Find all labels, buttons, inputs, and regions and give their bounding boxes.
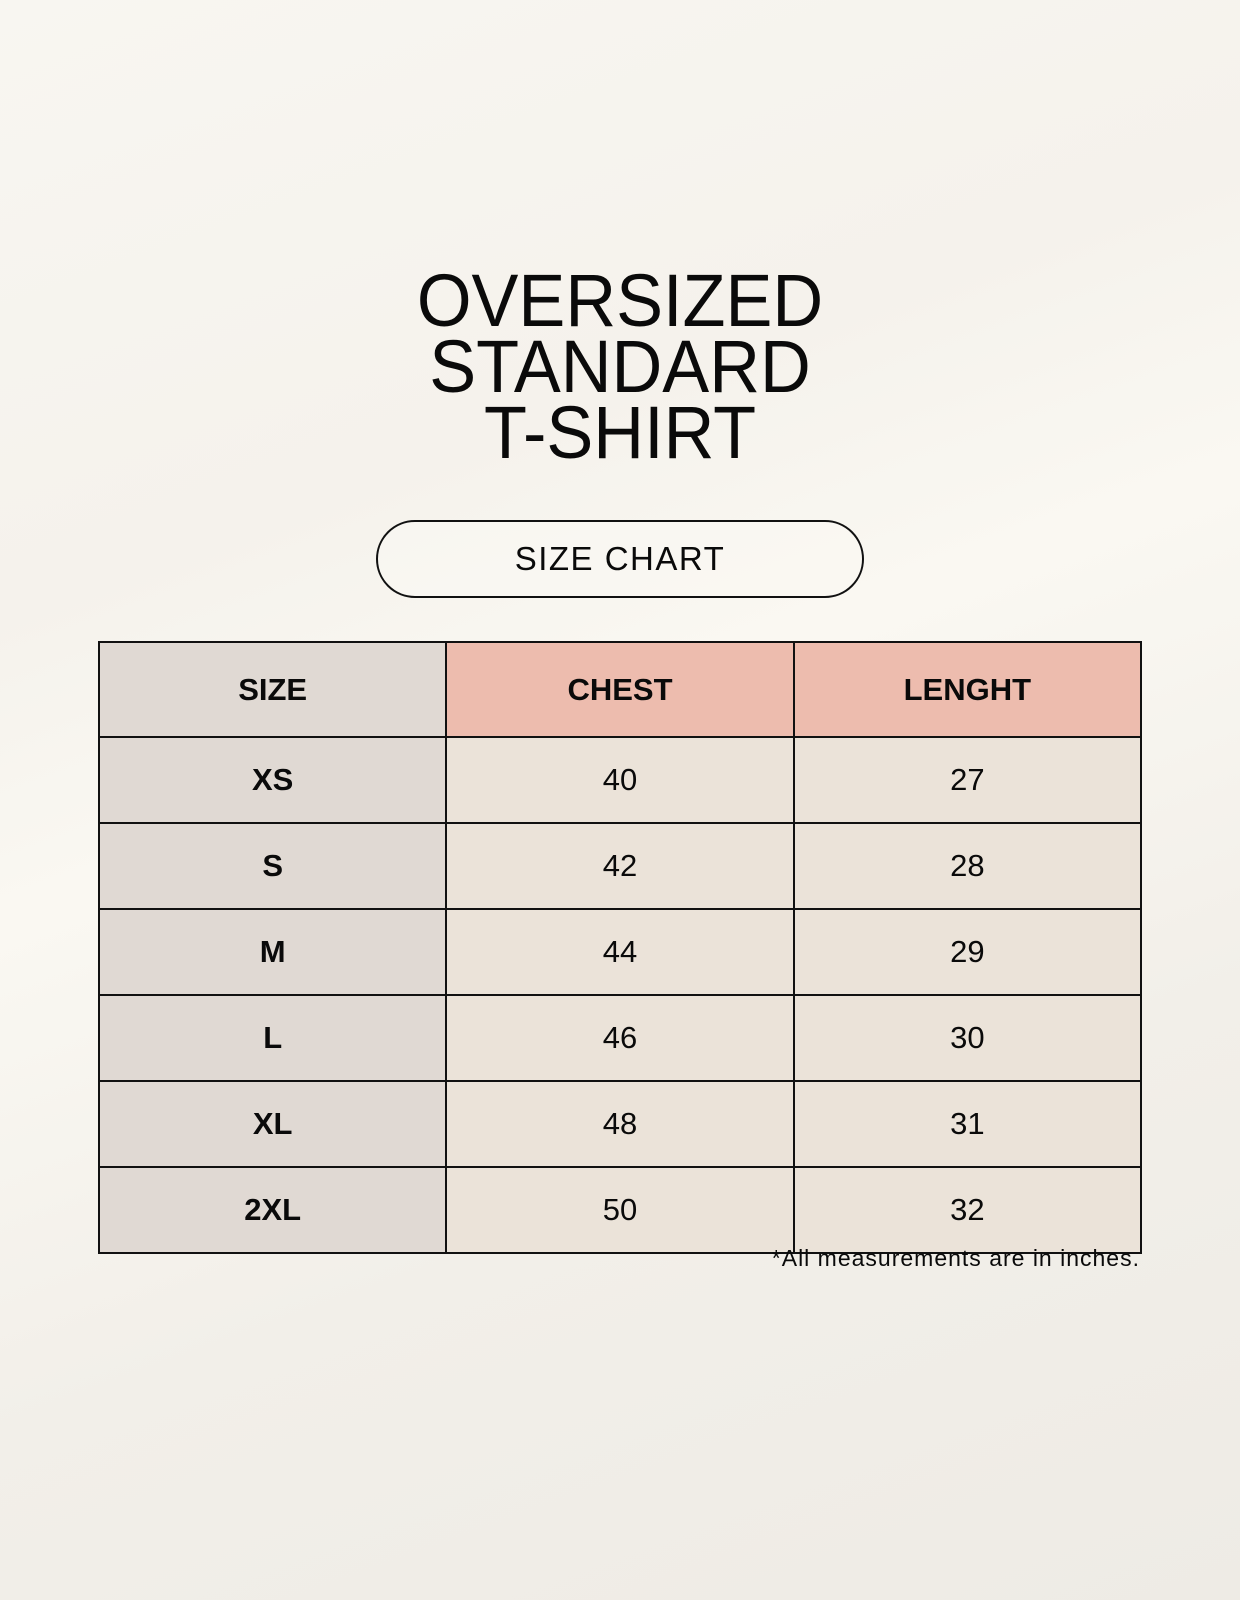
size-table: SIZE CHEST LENGHT XS 40 27 S 42 28 M 44 29 L 46 30 X… [97,641,1143,1254]
footnote: *All measurements are in inches. [771,1245,1140,1271]
table-row: M 44 29 [97,908,1143,996]
size-cell: XS [97,736,448,824]
chest-cell: 50 [445,1166,795,1254]
size-chart-badge: SIZE CHART [376,520,864,598]
length-cell: 29 [792,908,1143,996]
length-cell: 32 [792,1166,1143,1254]
length-cell: 28 [792,822,1143,910]
table-row: XL 48 31 [97,1080,1143,1168]
chest-cell: 46 [445,994,795,1082]
table-row: 2XL 50 32 [97,1166,1143,1254]
size-cell: L [97,994,448,1082]
length-cell: 30 [792,994,1143,1082]
title-line: OVERSIZED [416,259,824,342]
length-cell: 31 [792,1080,1143,1168]
header-length: LENGHT [792,641,1143,738]
chest-cell: 40 [445,736,795,824]
size-cell: 2XL [97,1166,448,1254]
header-size: SIZE [97,641,448,738]
table-row: S 42 28 [97,822,1143,910]
table-row: XS 40 27 [97,736,1143,824]
size-cell: M [97,908,448,996]
chest-cell: 48 [445,1080,795,1168]
page-title: OVERSIZED STANDARD T-SHIRT [0,259,1240,474]
length-cell: 27 [792,736,1143,824]
chest-cell: 44 [445,908,795,996]
size-cell: XL [97,1080,448,1168]
table-row: L 46 30 [97,994,1143,1082]
table-header-row: SIZE CHEST LENGHT [97,641,1143,738]
title-line: STANDARD [429,325,811,408]
title-line: T-SHIRT [483,391,757,474]
chest-cell: 42 [445,822,795,910]
header-chest: CHEST [445,641,795,738]
size-cell: S [97,822,448,910]
